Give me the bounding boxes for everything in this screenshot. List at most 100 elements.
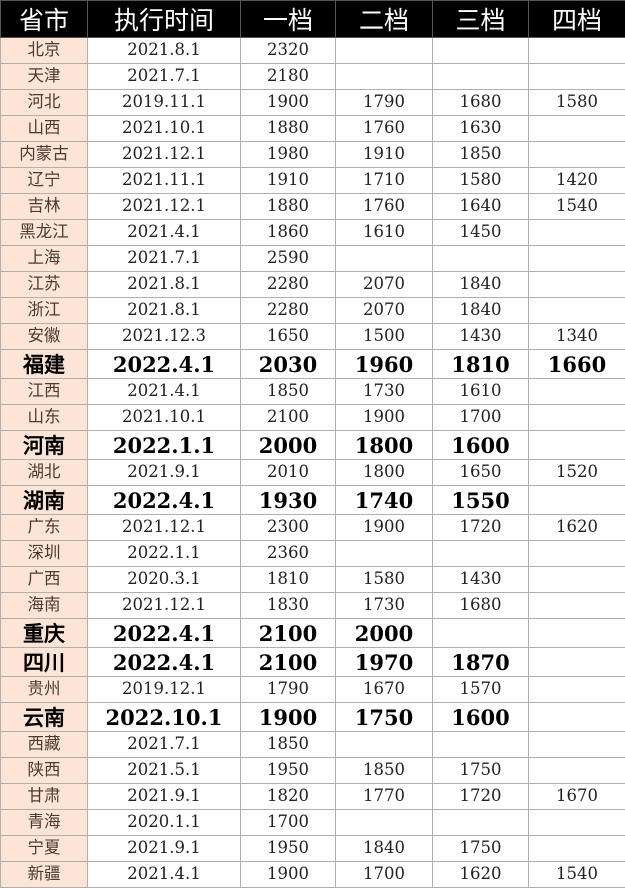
province-cell: 北京 — [1, 38, 88, 64]
province-cell: 海南 — [1, 593, 88, 619]
tier3-cell — [433, 810, 529, 836]
province-cell: 重庆 — [1, 619, 88, 648]
tier3-cell: 1840 — [433, 298, 529, 324]
tier4-cell — [529, 541, 625, 567]
tier1-cell: 1850 — [241, 732, 336, 758]
tier2-cell: 1800 — [336, 460, 433, 486]
tier2-cell — [336, 64, 433, 90]
date-cell: 2021.9.1 — [88, 460, 241, 486]
tier2-cell — [336, 38, 433, 64]
tier1-cell: 2360 — [241, 541, 336, 567]
tier3-cell: 1840 — [433, 272, 529, 298]
tier4-cell — [529, 405, 625, 431]
province-cell: 山西 — [1, 116, 88, 142]
header-tier1: 一档 — [241, 1, 336, 38]
tier2-cell: 1840 — [336, 836, 433, 862]
province-cell: 陕西 — [1, 758, 88, 784]
tier2-cell: 1730 — [336, 379, 433, 405]
header-row: 省市 执行时间 一档 二档 三档 四档 — [1, 1, 625, 38]
tier2-cell: 1610 — [336, 220, 433, 246]
tier2-cell: 1770 — [336, 784, 433, 810]
province-cell: 山东 — [1, 405, 88, 431]
tier3-cell: 1720 — [433, 515, 529, 541]
province-cell: 西藏 — [1, 732, 88, 758]
province-cell: 安徽 — [1, 324, 88, 350]
header-date: 执行时间 — [88, 1, 241, 38]
tier3-cell: 1810 — [433, 350, 529, 379]
tier3-cell: 1550 — [433, 486, 529, 515]
tier3-cell: 1680 — [433, 593, 529, 619]
tier3-cell: 1580 — [433, 168, 529, 194]
province-cell: 广西 — [1, 567, 88, 593]
tier1-cell: 1700 — [241, 810, 336, 836]
tier4-cell — [529, 810, 625, 836]
tier1-cell: 1820 — [241, 784, 336, 810]
tier1-cell: 2590 — [241, 246, 336, 272]
date-cell: 2021.12.1 — [88, 194, 241, 220]
date-cell: 2022.10.1 — [88, 703, 241, 732]
tier2-cell — [336, 541, 433, 567]
tier1-cell: 1900 — [241, 703, 336, 732]
tier1-cell: 1910 — [241, 168, 336, 194]
province-cell: 云南 — [1, 703, 88, 732]
tier1-cell: 1900 — [241, 862, 336, 888]
tier2-cell: 1730 — [336, 593, 433, 619]
tier2-cell: 1700 — [336, 862, 433, 888]
tier2-cell — [336, 732, 433, 758]
date-cell: 2020.3.1 — [88, 567, 241, 593]
tier1-cell: 1860 — [241, 220, 336, 246]
tier4-cell: 1670 — [529, 784, 625, 810]
province-cell: 浙江 — [1, 298, 88, 324]
tier1-cell: 1900 — [241, 90, 336, 116]
province-cell: 江苏 — [1, 272, 88, 298]
tier3-cell: 1750 — [433, 758, 529, 784]
header-tier2: 二档 — [336, 1, 433, 38]
tier2-cell: 1960 — [336, 350, 433, 379]
tier4-cell: 1420 — [529, 168, 625, 194]
tier1-cell: 2280 — [241, 298, 336, 324]
tier2-cell: 2000 — [336, 619, 433, 648]
header-province: 省市 — [1, 1, 88, 38]
tier3-cell: 1640 — [433, 194, 529, 220]
tier4-cell — [529, 486, 625, 515]
date-cell: 2022.4.1 — [88, 619, 241, 648]
tier4-cell — [529, 593, 625, 619]
tier1-cell: 2030 — [241, 350, 336, 379]
date-cell: 2022.1.1 — [88, 431, 241, 460]
date-cell: 2021.9.1 — [88, 784, 241, 810]
tier2-cell: 1910 — [336, 142, 433, 168]
province-cell: 内蒙古 — [1, 142, 88, 168]
date-cell: 2022.4.1 — [88, 648, 241, 677]
tier4-cell: 1520 — [529, 460, 625, 486]
tier4-cell — [529, 619, 625, 648]
date-cell: 2021.4.1 — [88, 379, 241, 405]
header-tier3: 三档 — [433, 1, 529, 38]
date-cell: 2022.4.1 — [88, 350, 241, 379]
province-cell: 甘肃 — [1, 784, 88, 810]
date-cell: 2021.9.1 — [88, 836, 241, 862]
tier4-cell: 1660 — [529, 350, 625, 379]
date-cell: 2019.12.1 — [88, 677, 241, 703]
tier2-cell: 2070 — [336, 298, 433, 324]
tier1-cell: 1950 — [241, 758, 336, 784]
tier1-cell: 2180 — [241, 64, 336, 90]
tier4-cell: 1540 — [529, 194, 625, 220]
tier4-cell — [529, 732, 625, 758]
